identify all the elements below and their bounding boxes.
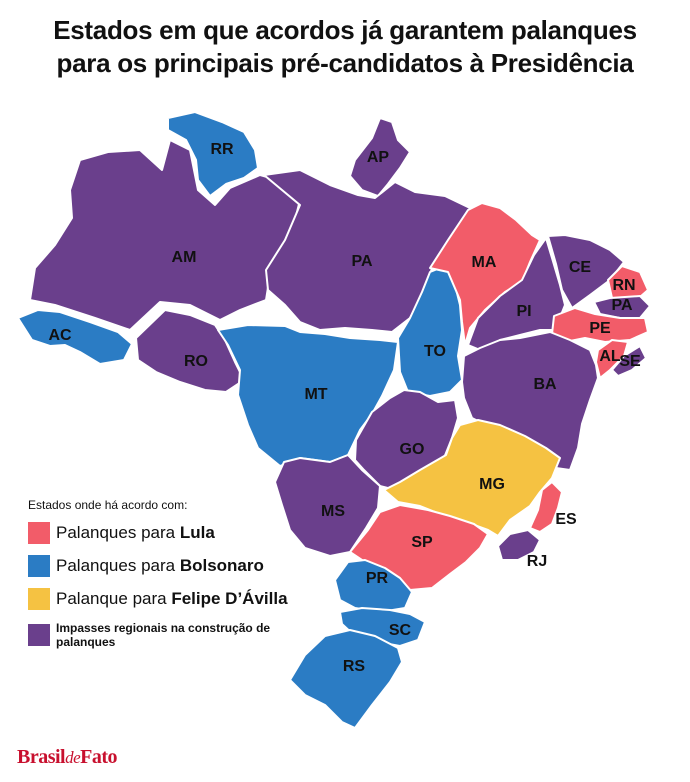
state-label-ms: MS bbox=[321, 503, 345, 520]
state-label-pa: PA bbox=[351, 253, 372, 270]
title-line-2: para os principais pré-candidatos à Pres… bbox=[56, 48, 634, 78]
state-rj-region bbox=[497, 529, 541, 561]
state-ro-region bbox=[135, 309, 245, 393]
brand-part-1: Brasil bbox=[17, 746, 66, 768]
legend: Estados onde há acordo com: Palanques pa… bbox=[28, 498, 328, 660]
legend-swatch-impasse bbox=[28, 624, 50, 646]
state-label-pa: PA bbox=[611, 297, 632, 314]
state-label-sp: SP bbox=[411, 534, 433, 551]
state-label-ro: RO bbox=[184, 353, 208, 370]
legend-prefix-felipe: Palanque para bbox=[56, 589, 172, 608]
state-label-mg: MG bbox=[479, 476, 505, 493]
state-label-rj: RJ bbox=[527, 553, 547, 570]
legend-name-lula: Lula bbox=[179, 523, 215, 542]
state-label-es: ES bbox=[555, 511, 577, 528]
legend-prefix-lula: Palanques para bbox=[56, 523, 180, 542]
state-label-ma: MA bbox=[472, 254, 497, 271]
legend-swatch-lula bbox=[28, 522, 50, 544]
state-ac-region bbox=[17, 309, 133, 365]
state-label-rs: RS bbox=[343, 658, 366, 675]
legend-item-felipe: Palanque para Felipe D’Ávilla bbox=[28, 588, 328, 610]
legend-name-bolsonaro: Bolsonaro bbox=[179, 556, 264, 575]
state-label-go: GO bbox=[400, 441, 425, 458]
state-label-ce: CE bbox=[569, 259, 592, 276]
legend-prefix-bolsonaro: Palanques para bbox=[56, 556, 180, 575]
legend-swatch-felipe bbox=[28, 588, 50, 610]
title-line-1: Estados em que acordos já garantem palan… bbox=[53, 15, 637, 45]
state-pr-region bbox=[334, 559, 413, 613]
legend-text-impasse: Impasses regionais na construção de pala… bbox=[56, 621, 271, 649]
state-ms-region bbox=[274, 454, 381, 557]
map-title: Estados em que acordos já garantem palan… bbox=[0, 14, 690, 80]
legend-swatch-bolsonaro bbox=[28, 555, 50, 577]
state-label-sc: SC bbox=[389, 622, 412, 639]
state-es-region bbox=[529, 481, 563, 533]
state-label-se: SE bbox=[619, 353, 641, 370]
state-label-ba: BA bbox=[533, 376, 557, 393]
legend-heading: Estados onde há acordo com: bbox=[28, 498, 188, 512]
legend-item-lula: Palanques para Lula bbox=[28, 522, 328, 544]
legend-name-felipe: Felipe D’Ávilla bbox=[171, 589, 288, 608]
state-label-pi: PI bbox=[516, 303, 531, 320]
state-ap-region bbox=[349, 117, 411, 197]
brand-part-2: de bbox=[65, 748, 81, 767]
state-label-to: TO bbox=[424, 343, 446, 360]
state-label-am: AM bbox=[172, 249, 197, 266]
state-label-ap: AP bbox=[367, 149, 390, 166]
state-label-rn: RN bbox=[612, 277, 635, 294]
state-label-mt: MT bbox=[304, 386, 327, 403]
brasil-de-fato-logo: BrasildeFato bbox=[17, 746, 118, 769]
brand-part-3: Fato bbox=[80, 746, 118, 768]
state-label-al: AL bbox=[599, 348, 621, 365]
legend-item-impasse: Impasses regionais na construção de pala… bbox=[28, 621, 328, 649]
state-label-pr: PR bbox=[366, 570, 389, 587]
legend-item-bolsonaro: Palanques para Bolsonaro bbox=[28, 555, 328, 577]
state-rr-region bbox=[167, 111, 259, 197]
state-se-region bbox=[611, 345, 647, 377]
state-am-region bbox=[29, 139, 301, 331]
state-label-pe: PE bbox=[589, 320, 611, 337]
state-label-ac: AC bbox=[48, 327, 72, 344]
state-rs-region bbox=[289, 629, 403, 729]
state-label-rr: RR bbox=[210, 141, 234, 158]
